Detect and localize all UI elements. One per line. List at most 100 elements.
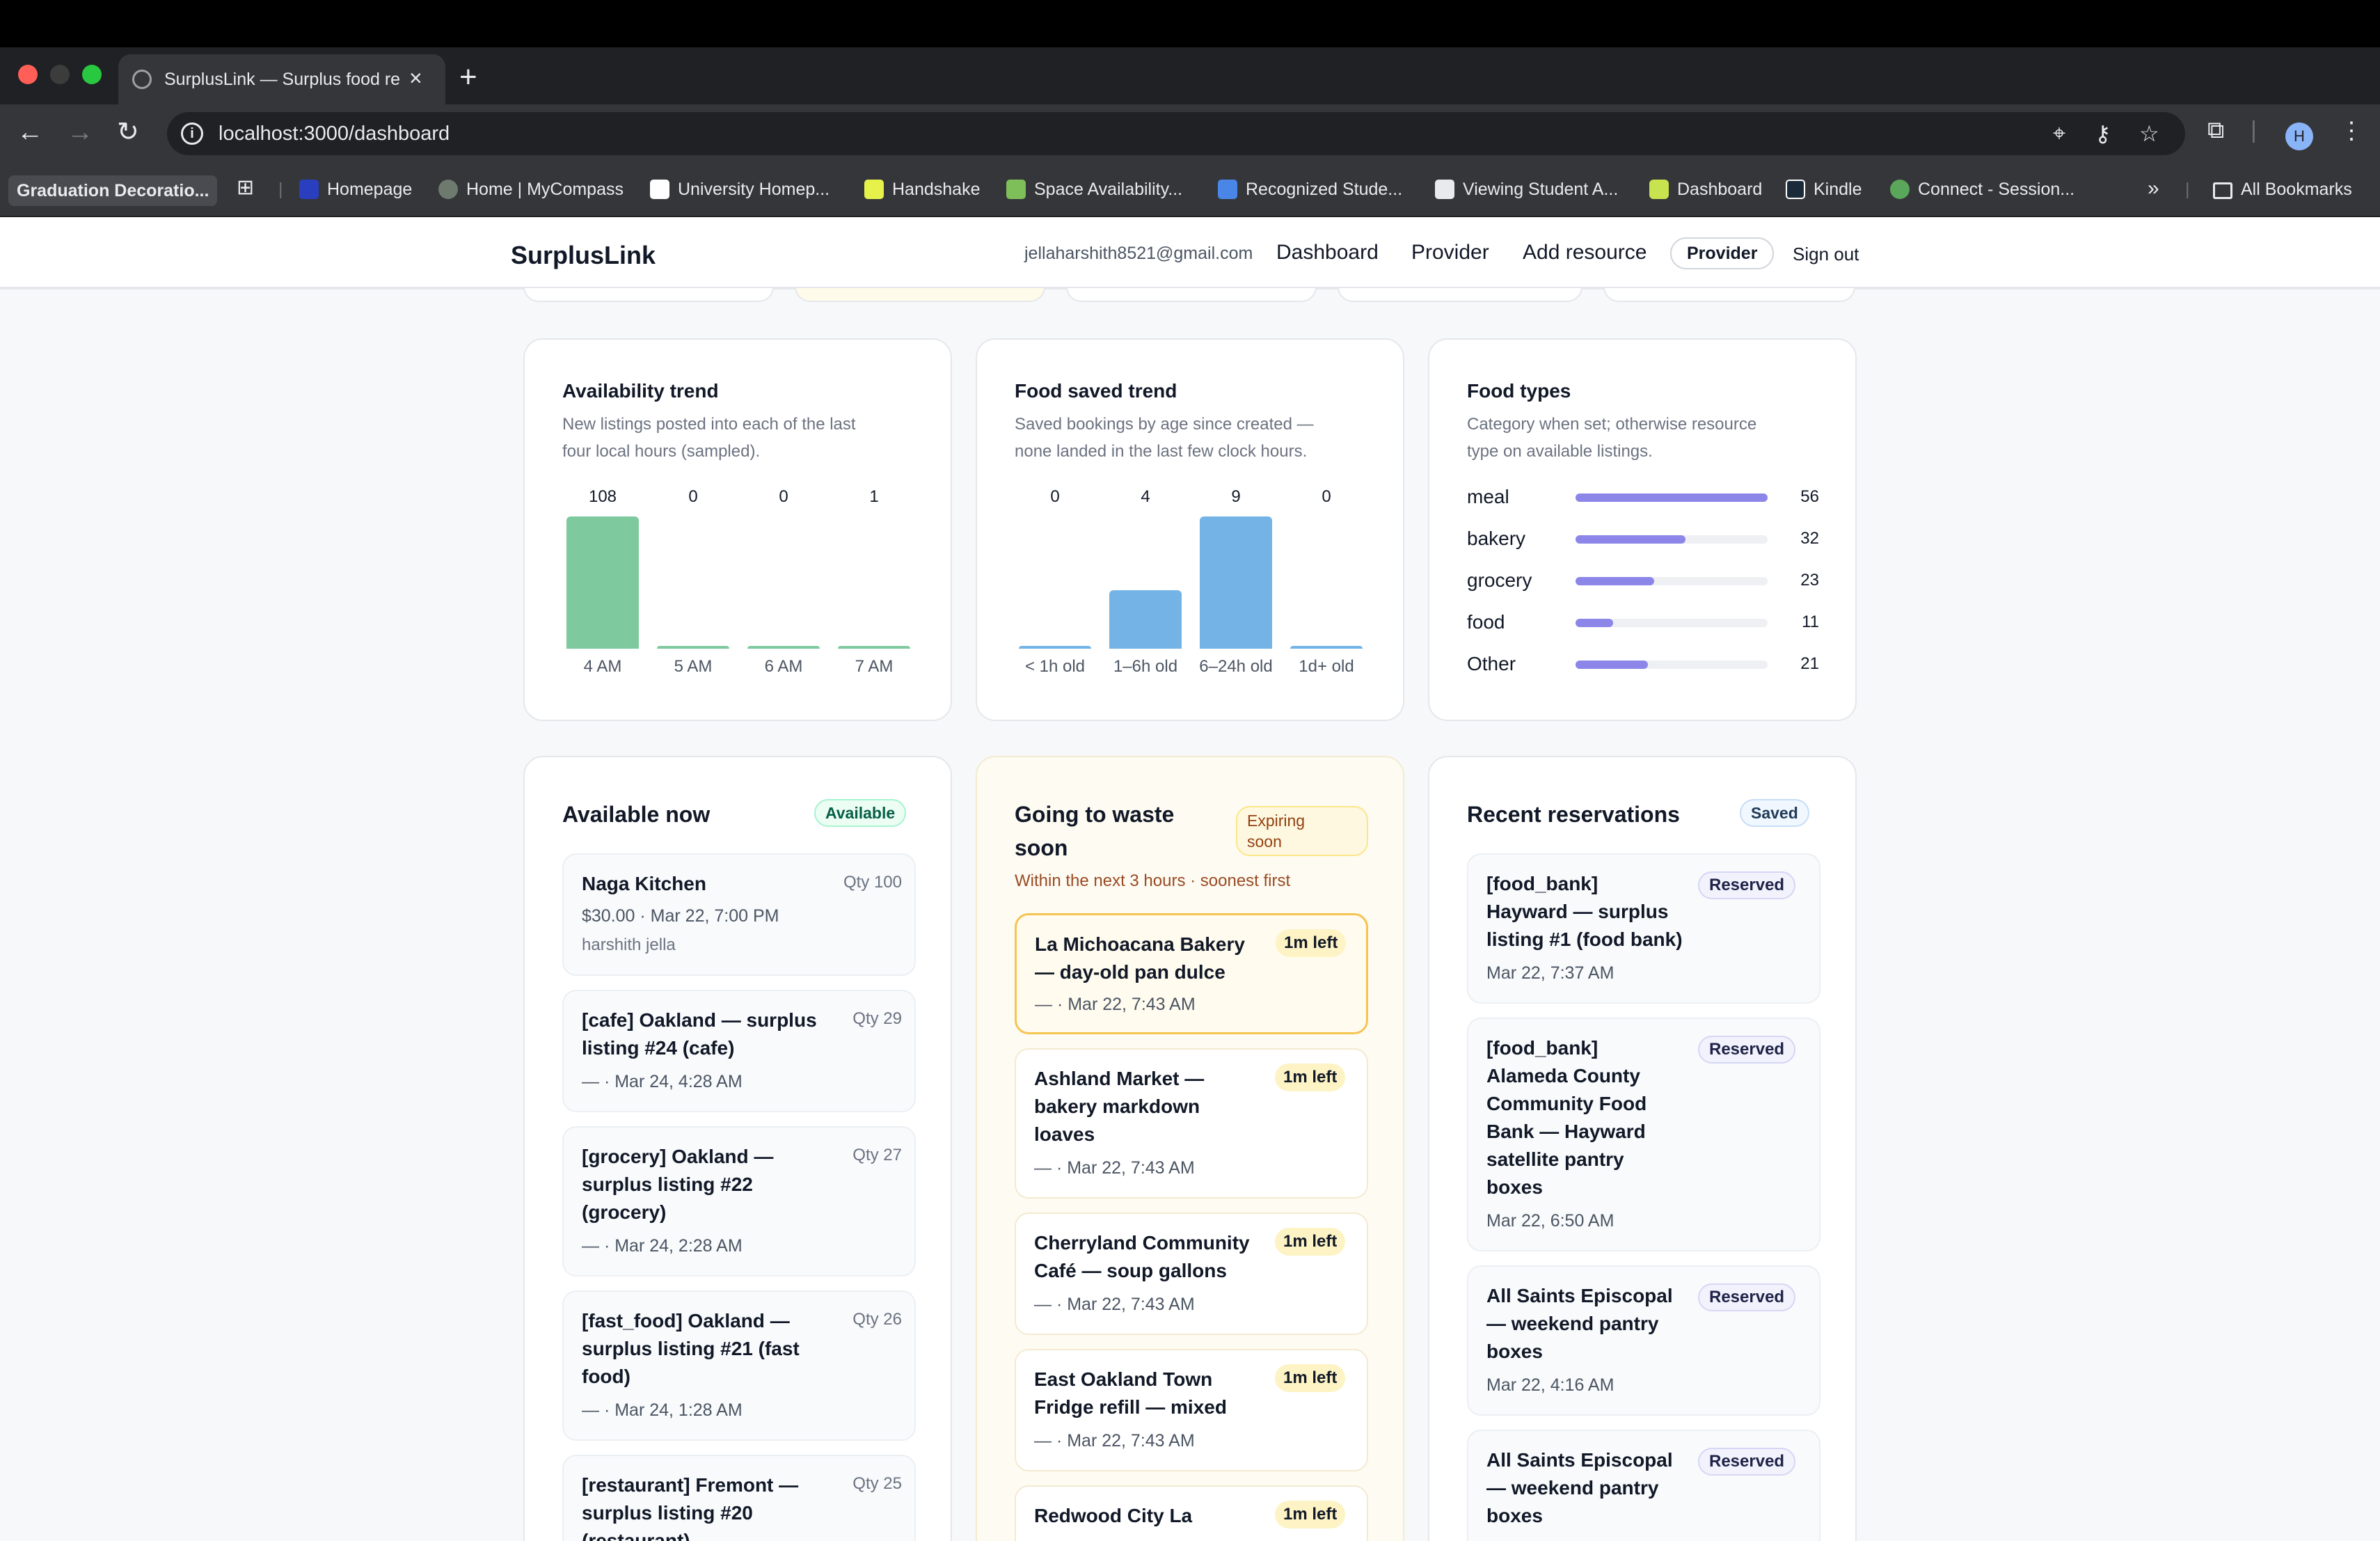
item-title-line-3: food) — [582, 1366, 630, 1387]
item-qty: Qty 27 — [852, 1146, 902, 1164]
item-meta: — · Mar 24, 2:28 AM — [582, 1236, 743, 1256]
food-type-name: Other — [1467, 653, 1516, 674]
waste-item[interactable]: Ashland Market — bakery markdown loaves … — [1015, 1048, 1368, 1199]
food-type-bar — [1576, 661, 1648, 669]
going-to-waste-note: Within the next 3 hours · soonest first — [1015, 871, 1291, 890]
reservation-item[interactable]: All Saints Episcopal — weekend pantry bo… — [1467, 1430, 1820, 1541]
available-item[interactable]: [cafe] Oakland — surplus listing #24 (ca… — [562, 990, 916, 1112]
forward-icon[interactable]: → — [67, 118, 93, 147]
sheet-favicon-icon — [1006, 180, 1026, 199]
bookmark-homepage[interactable]: Homepage — [299, 180, 412, 200]
waste-item[interactable]: Redwood City La 1m left — [1015, 1485, 1368, 1541]
bookmark-handshake[interactable]: Handshake — [864, 180, 980, 200]
kindle-favicon-icon — [1786, 180, 1805, 199]
available-item[interactable]: [restaurant] Fremont — surplus listing #… — [562, 1455, 916, 1541]
expiring-badge-line-1: Expiring — [1247, 812, 1306, 830]
nav-provider[interactable]: Provider — [1411, 241, 1489, 264]
available-now-title: Available now — [562, 802, 711, 827]
browser-tab-active[interactable]: SurplusLink — Surplus food re × — [118, 54, 445, 104]
reservation-title-line-2: Hayward — surplus — [1486, 901, 1669, 922]
reload-icon[interactable]: ↻ — [117, 118, 139, 147]
available-item[interactable]: Naga Kitchen Qty 100 $30.00 · Mar 22, 7:… — [562, 853, 916, 976]
item-provider: harshith jella — [582, 935, 676, 954]
item-title-line-1: [cafe] Oakland — surplus — [582, 1009, 817, 1031]
food-saved-trend-subtitle-1: Saved bookings by age since created — — [1015, 415, 1314, 434]
reservation-title-line-1: [food_bank] — [1486, 1037, 1598, 1059]
bookmarks-overflow-icon[interactable]: » — [2148, 177, 2159, 200]
item-title-line-2: surplus listing #21 (fast — [582, 1338, 800, 1359]
reservation-time: Mar 22, 7:37 AM — [1486, 963, 1615, 983]
waste-item[interactable]: East Oakland Town Fridge refill — mixed … — [1015, 1349, 1368, 1471]
food-type-count: 56 — [1800, 487, 1819, 506]
recent-reservations-card: Recent reservations Saved [food_bank] Ha… — [1428, 756, 1857, 1541]
reservation-title-line-5: satellite pantry — [1486, 1148, 1624, 1170]
item-title: Naga Kitchen — [582, 873, 706, 894]
address-bar[interactable]: i localhost:3000/dashboard ⌖ ⚷ ☆ — [167, 112, 2185, 155]
reservation-item[interactable]: [food_bank] Hayward — surplus listing #1… — [1467, 853, 1820, 1004]
available-item[interactable]: [fast_food] Oakland — surplus listing #2… — [562, 1290, 916, 1441]
food-saved-bar-value: 4 — [1141, 487, 1150, 506]
item-title-line-1: La Michoacana Bakery — [1035, 933, 1245, 955]
waste-item[interactable]: Cherryland Community Café — soup gallons… — [1015, 1212, 1368, 1335]
bookmark-star-icon[interactable]: ☆ — [2139, 121, 2159, 146]
food-saved-bar-value: 0 — [1322, 487, 1331, 506]
reservation-title-line-4: Bank — Hayward — [1486, 1121, 1646, 1142]
item-title-line-2: surplus listing #20 — [582, 1502, 753, 1524]
new-tab-icon[interactable]: + — [459, 60, 477, 94]
bookmark-mycompass[interactable]: Home | MyCompass — [438, 180, 624, 200]
all-bookmarks[interactable]: All Bookmarks — [2213, 180, 2352, 200]
bookmark-dashboard[interactable]: Dashboard — [1649, 180, 1762, 200]
time-left-badge: 1m left — [1275, 1064, 1346, 1091]
availability-bar-label: 5 AM — [674, 657, 713, 676]
item-meta: — · Mar 24, 1:28 AM — [582, 1400, 743, 1420]
available-now-card: Available now Available Naga Kitchen Qty… — [523, 756, 952, 1541]
going-to-waste-card: Going to waste soon Expiring soon Within… — [976, 756, 1404, 1541]
food-type-name: grocery — [1467, 569, 1532, 591]
bookmark-graduation[interactable]: Graduation Decoratio... — [8, 175, 218, 206]
site-info-icon[interactable]: i — [181, 123, 203, 145]
item-meta: — · Mar 22, 7:43 AM — [1034, 1158, 1195, 1178]
brand-logo[interactable]: SurplusLink — [511, 241, 656, 269]
password-key-icon[interactable]: ⚷ — [2095, 121, 2111, 146]
url-text[interactable]: localhost:3000/dashboard — [219, 123, 450, 145]
bookmark-recognized-student[interactable]: Recognized Stude... — [1218, 180, 1402, 200]
reservation-title-line-2: — weekend pantry — [1486, 1313, 1659, 1334]
cast-icon[interactable]: ⧉ — [2207, 117, 2225, 143]
apps-grid-icon[interactable]: ⊞ — [237, 176, 255, 199]
bookmark-space-availability[interactable]: Space Availability... — [1006, 180, 1182, 200]
item-meta: $30.00 · Mar 22, 7:00 PM — [582, 906, 779, 926]
availability-bar-label: 7 AM — [855, 657, 894, 676]
food-type-name: food — [1467, 611, 1505, 633]
available-badge: Available — [814, 799, 907, 827]
reservation-item[interactable]: All Saints Episcopal — weekend pantry bo… — [1467, 1265, 1820, 1416]
menu-kebab-icon[interactable]: ⋮ — [2340, 118, 2363, 144]
food-saved-bar — [1290, 646, 1363, 649]
waste-item[interactable]: La Michoacana Bakery — day-old pan dulce… — [1015, 913, 1368, 1034]
time-left-badge: 1m left — [1275, 1228, 1346, 1256]
close-tab-icon[interactable]: × — [409, 65, 422, 90]
availability-bar — [838, 646, 910, 649]
bookmark-connect[interactable]: Connect - Session... — [1890, 180, 2074, 200]
availability-trend-subtitle-1: New listings posted into each of the las… — [562, 415, 856, 434]
food-type-bar — [1576, 535, 1685, 544]
bookmark-kindle[interactable]: Kindle — [1786, 180, 1862, 200]
profile-avatar[interactable]: H — [2285, 123, 2313, 150]
system-top-bar — [0, 0, 2380, 47]
mycompass-favicon-icon — [438, 180, 458, 199]
docs-favicon-icon — [1218, 180, 1237, 199]
minimize-window-button[interactable] — [50, 65, 70, 84]
bookmark-viewing-student[interactable]: Viewing Student A... — [1435, 180, 1618, 200]
available-item[interactable]: [grocery] Oakland — surplus listing #22 … — [562, 1126, 916, 1277]
back-icon[interactable]: ← — [17, 118, 43, 147]
location-icon[interactable]: ⌖ — [2053, 120, 2066, 145]
reservation-item[interactable]: [food_bank] Alameda County Community Foo… — [1467, 1018, 1820, 1251]
bookmark-university[interactable]: University Homep... — [650, 180, 830, 200]
availability-trend-title: Availability trend — [562, 380, 719, 402]
nav-add-resource[interactable]: Add resource — [1523, 241, 1647, 264]
nav-dashboard[interactable]: Dashboard — [1276, 241, 1379, 264]
maximize-window-button[interactable] — [82, 65, 102, 84]
food-saved-trend-subtitle-2: none landed in the last few clock hours. — [1015, 442, 1308, 461]
sign-out-button[interactable]: Sign out — [1793, 244, 1859, 264]
item-title-line-2: Café — soup gallons — [1034, 1260, 1227, 1281]
close-window-button[interactable] — [18, 65, 38, 84]
